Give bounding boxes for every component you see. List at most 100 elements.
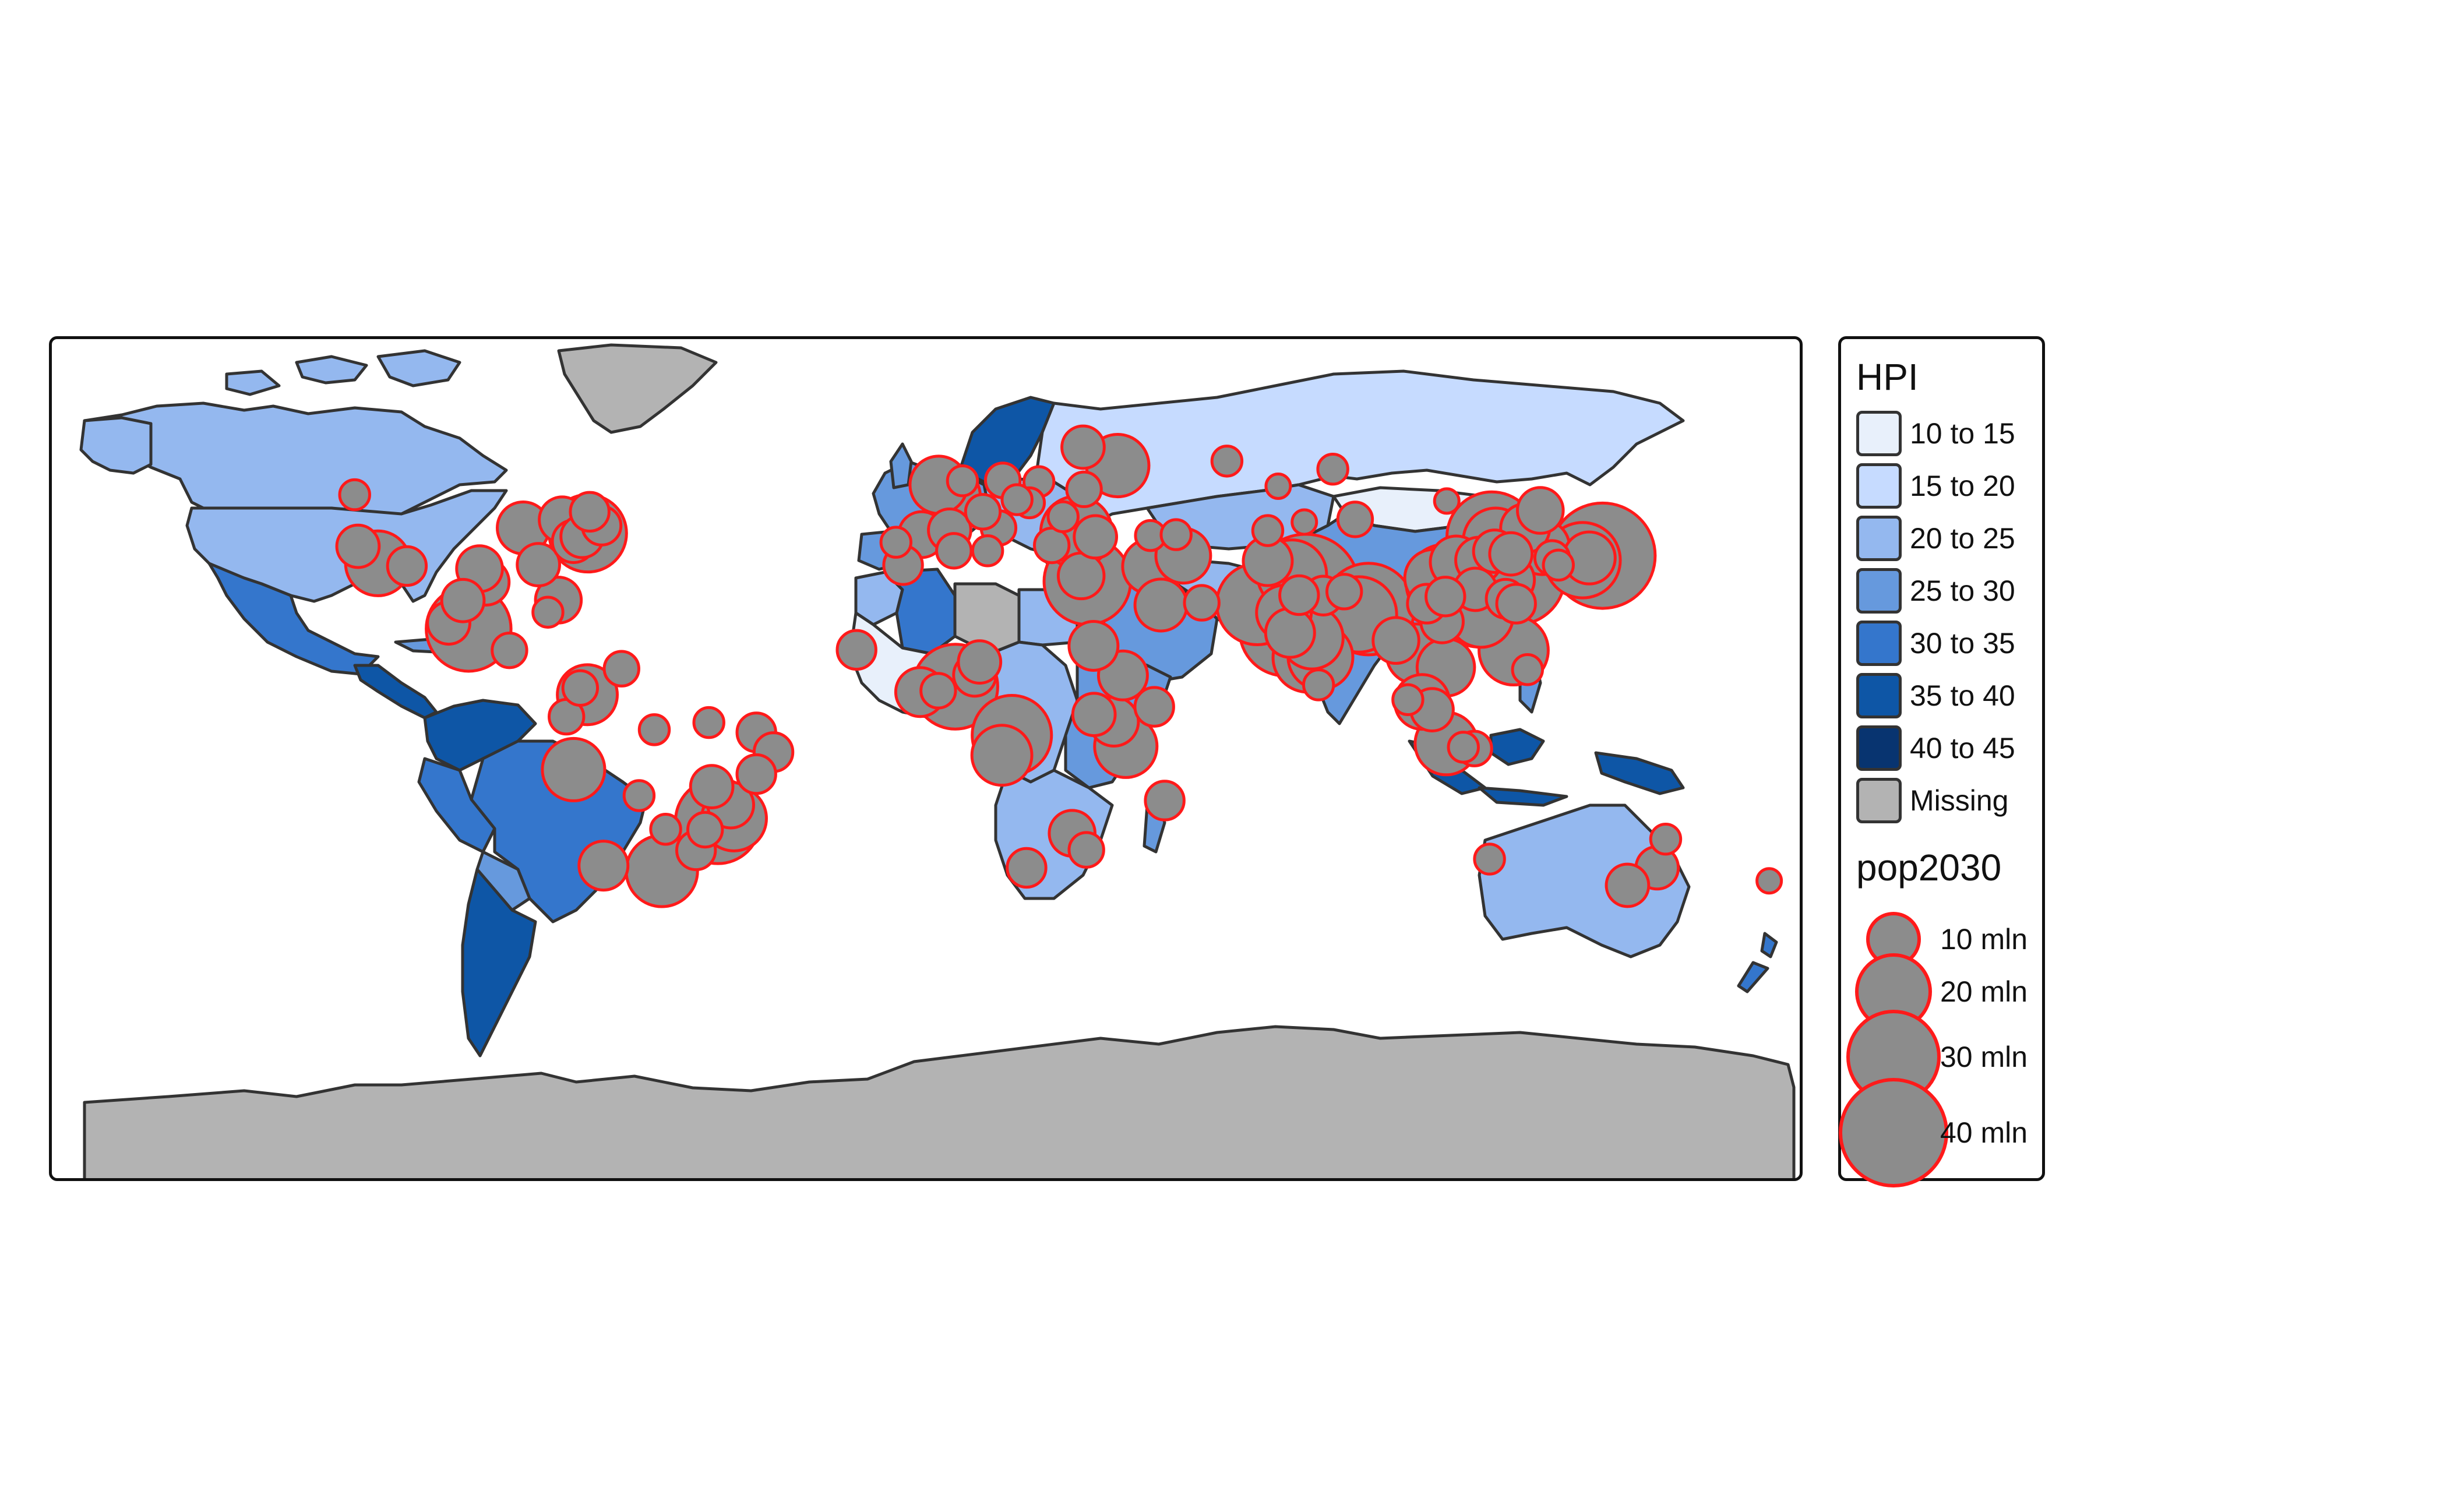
legend-hpi-swatch — [1856, 463, 1902, 509]
legend-hpi-item: 25 to 30 — [1856, 566, 2015, 615]
country-new-guinea — [1594, 751, 1685, 795]
legend-hpi-swatch — [1856, 673, 1902, 718]
city-bubble — [1060, 424, 1106, 470]
legend-hpi-label: 40 to 45 — [1910, 732, 2015, 764]
country-new-zealand — [1737, 932, 1778, 993]
city-bubble — [692, 706, 725, 739]
city-bubble — [338, 478, 371, 512]
world-map — [79, 343, 1796, 1178]
city-bubble — [1006, 847, 1048, 889]
city-bubble — [1133, 577, 1189, 633]
city-bubble — [577, 840, 630, 892]
city-bubble — [1473, 843, 1506, 876]
legend-hpi-item: 35 to 40 — [1856, 671, 2015, 720]
city-bubble — [1056, 551, 1106, 601]
legend-hpi-item: 15 to 20 — [1856, 461, 2015, 510]
city-bubble — [569, 491, 611, 533]
country-antarctica — [83, 1025, 1796, 1178]
city-bubble — [1511, 653, 1545, 686]
city-bubble — [1336, 501, 1374, 538]
city-bubble — [1071, 692, 1117, 738]
city-bubble — [637, 713, 671, 746]
city-bubble — [1264, 607, 1316, 659]
city-bubble — [1046, 500, 1080, 534]
legend-hpi-title: HPI — [1856, 356, 1919, 398]
city-bubble — [1278, 574, 1320, 616]
city-bubble — [1073, 514, 1119, 560]
city-bubble — [689, 764, 735, 809]
legend-hpi-label: 25 to 30 — [1910, 575, 2015, 607]
legend-hpi-label: 10 to 15 — [1910, 417, 2015, 450]
city-bubble — [1067, 619, 1120, 672]
city-bubbles-layer — [335, 424, 1783, 908]
country-mexico — [207, 562, 380, 676]
city-bubble — [491, 631, 528, 669]
legend-pop-label: 20 mln — [1940, 975, 2028, 1008]
city-bubble — [879, 526, 913, 559]
city-bubble — [946, 464, 979, 498]
city-bubble — [1183, 584, 1221, 622]
city-bubble — [919, 672, 957, 710]
city-bubble — [1144, 780, 1186, 822]
country-alaska — [79, 416, 153, 475]
city-bubble — [1291, 508, 1318, 536]
country-australia — [1478, 803, 1691, 958]
legend-hpi-swatch — [1856, 778, 1902, 823]
legend-hpi-swatch — [1856, 621, 1902, 666]
legend-hpi-label: Missing — [1910, 784, 2009, 817]
city-bubble — [1495, 583, 1537, 625]
legend-pop-label: 40 mln — [1940, 1116, 2028, 1149]
country-canada — [83, 401, 508, 519]
city-bubble — [1067, 831, 1105, 869]
country-canada-islands — [225, 349, 461, 396]
city-bubble — [335, 523, 381, 569]
city-bubble — [531, 595, 565, 629]
legend-panel: HPI 10 to 15 15 to 20 20 to 25 25 to 30 30 t… — [1838, 336, 2045, 1187]
city-bubble — [735, 753, 777, 795]
legend-hpi-label: 30 to 35 — [1910, 627, 2015, 660]
map-panel — [49, 336, 1803, 1181]
legend-hpi-swatch — [1856, 568, 1902, 614]
legend-pop-label: 30 mln — [1940, 1041, 2028, 1073]
country-layer — [79, 343, 1796, 1178]
city-bubble — [1065, 470, 1103, 509]
city-bubble — [440, 577, 486, 623]
legend-hpi-item: 40 to 45 — [1856, 724, 2015, 773]
city-bubble — [1251, 514, 1285, 547]
city-bubble — [686, 810, 724, 849]
city-bubble — [1032, 526, 1071, 565]
city-bubble — [1488, 531, 1534, 577]
city-bubble — [1649, 822, 1683, 856]
city-bubble — [1447, 731, 1480, 764]
city-bubble — [561, 669, 600, 707]
legend-hpi-swatch — [1856, 516, 1902, 561]
city-bubble — [1542, 548, 1575, 582]
city-bubble — [1371, 616, 1420, 665]
legend-pop-bubble — [1839, 1078, 1948, 1187]
city-bubble — [957, 639, 1003, 685]
city-bubble — [835, 629, 877, 671]
city-bubble — [1159, 518, 1193, 551]
legend-hpi-item: 30 to 35 — [1856, 619, 2015, 668]
legend-hpi-swatch — [1856, 725, 1902, 771]
legend-hpi-label: 15 to 20 — [1910, 470, 2015, 502]
legend-pop-label: 10 mln — [1940, 923, 2028, 956]
legend-hpi-swatch — [1856, 411, 1902, 456]
city-bubble — [516, 542, 562, 588]
city-bubble — [602, 650, 640, 688]
city-bubble — [1133, 686, 1175, 728]
legend-hpi-item: Missing — [1856, 776, 2008, 825]
city-bubble — [1316, 452, 1349, 486]
city-bubble — [1264, 472, 1292, 500]
city-bubble — [1433, 487, 1461, 515]
city-bubble — [1302, 668, 1335, 702]
legend-hpi-item: 10 to 15 — [1856, 409, 2015, 458]
city-bubble — [964, 493, 1002, 531]
city-bubble — [1605, 862, 1651, 908]
city-bubble — [970, 724, 1034, 787]
city-bubble — [1210, 445, 1244, 478]
country-central-america — [353, 664, 438, 720]
city-bubble — [1425, 576, 1466, 618]
city-bubble — [649, 813, 682, 846]
legend-hpi-label: 20 to 25 — [1910, 522, 2015, 555]
